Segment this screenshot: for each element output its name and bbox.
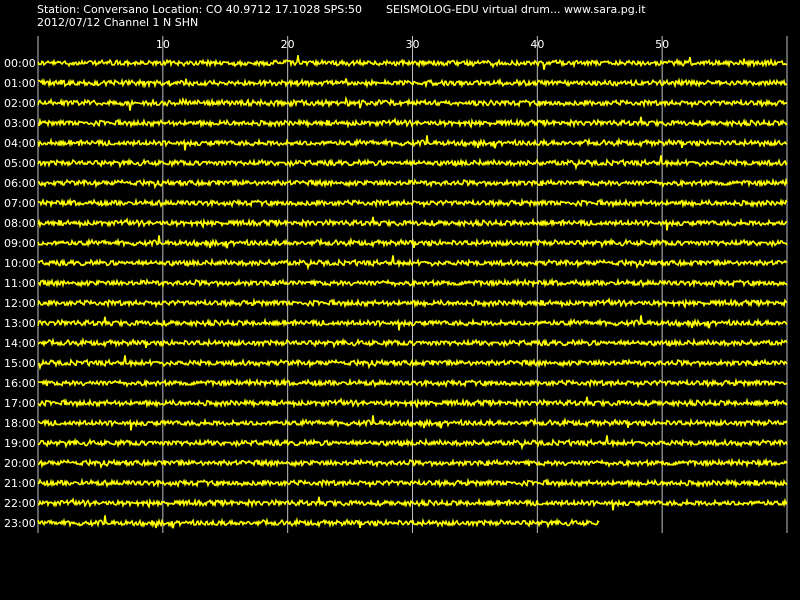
hour-label: 09:00 bbox=[4, 237, 36, 250]
hour-label: 10:00 bbox=[4, 257, 36, 270]
hour-label: 17:00 bbox=[4, 397, 36, 410]
hour-label: 02:00 bbox=[4, 97, 36, 110]
hour-trace bbox=[37, 515, 600, 529]
hour-trace bbox=[37, 55, 788, 70]
hour-trace bbox=[37, 355, 788, 371]
hour-trace bbox=[37, 77, 788, 89]
hour-trace bbox=[37, 135, 788, 151]
hour-trace bbox=[37, 396, 788, 409]
hour-label: 20:00 bbox=[4, 457, 36, 470]
hour-label: 14:00 bbox=[4, 337, 36, 350]
hour-label: 21:00 bbox=[4, 477, 36, 490]
hour-label: 06:00 bbox=[4, 177, 36, 190]
hour-trace bbox=[37, 496, 788, 511]
hour-label: 05:00 bbox=[4, 157, 36, 170]
hour-label: 19:00 bbox=[4, 437, 36, 450]
hour-trace bbox=[37, 477, 788, 489]
trace-layer bbox=[37, 55, 788, 529]
hour-trace bbox=[37, 415, 788, 431]
hour-label: 13:00 bbox=[4, 317, 36, 330]
hour-trace bbox=[37, 95, 788, 111]
hour-label: 04:00 bbox=[4, 137, 36, 150]
date-channel-text: 2012/07/12 Channel 1 N SHN bbox=[37, 16, 199, 29]
hour-trace bbox=[37, 336, 788, 349]
hour-label: 01:00 bbox=[4, 77, 36, 90]
hour-label: 00:00 bbox=[4, 57, 36, 70]
hour-trace bbox=[37, 216, 788, 231]
hour-trace bbox=[38, 377, 788, 389]
minute-tick-label: 40 bbox=[530, 38, 544, 51]
hour-label: 11:00 bbox=[4, 277, 36, 290]
hour-trace bbox=[37, 435, 788, 451]
hour-trace bbox=[37, 297, 788, 309]
hour-label: 12:00 bbox=[4, 297, 36, 310]
hour-trace bbox=[37, 277, 788, 289]
brand-text: SEISMOLOG-EDU virtual drum... www.sara.p… bbox=[386, 3, 646, 16]
hour-label: 23:00 bbox=[4, 517, 36, 530]
hour-trace bbox=[37, 177, 788, 190]
minute-tick-label: 50 bbox=[655, 38, 669, 51]
hour-trace bbox=[37, 197, 788, 209]
hour-trace bbox=[38, 116, 788, 129]
minute-tick-label: 30 bbox=[406, 38, 420, 51]
hour-label: 16:00 bbox=[4, 377, 36, 390]
hour-trace bbox=[37, 255, 788, 271]
minute-tick-label: 20 bbox=[281, 38, 295, 51]
hour-trace bbox=[37, 155, 788, 171]
minute-tick-label: 10 bbox=[156, 38, 170, 51]
hour-label: 22:00 bbox=[4, 497, 36, 510]
station-info-text: Station: Conversano Location: CO 40.9712… bbox=[37, 3, 362, 16]
hour-label: 18:00 bbox=[4, 417, 36, 430]
hour-trace bbox=[37, 457, 788, 470]
label-layer: 10 20 30 40 50 00:00 01:00 02:00 03:00 04:00 05:00… bbox=[4, 38, 669, 530]
hour-label: 08:00 bbox=[4, 217, 36, 230]
hour-label: 07:00 bbox=[4, 197, 36, 210]
hour-trace bbox=[37, 315, 788, 331]
hour-label: 15:00 bbox=[4, 357, 36, 370]
hour-label: 03:00 bbox=[4, 117, 36, 130]
hour-trace bbox=[37, 235, 788, 249]
